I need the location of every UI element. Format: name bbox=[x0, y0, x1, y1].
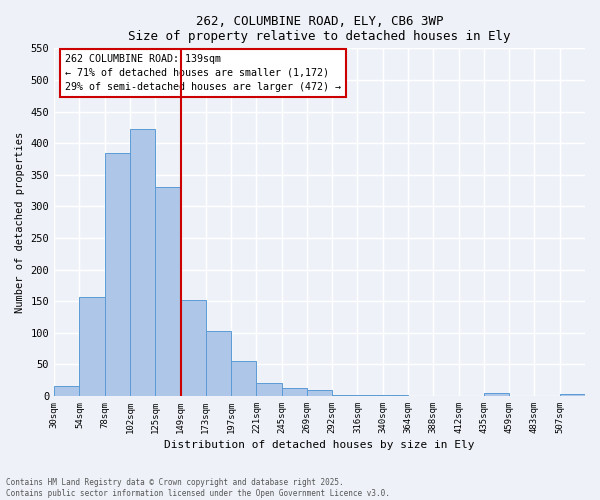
Bar bbox=[130, 129, 155, 396]
Bar bbox=[281, 388, 307, 396]
Y-axis label: Number of detached properties: Number of detached properties bbox=[15, 132, 25, 313]
Text: 262 COLUMBINE ROAD: 139sqm
← 71% of detached houses are smaller (1,172)
29% of s: 262 COLUMBINE ROAD: 139sqm ← 71% of deta… bbox=[65, 54, 341, 92]
Text: Contains HM Land Registry data © Crown copyright and database right 2025.
Contai: Contains HM Land Registry data © Crown c… bbox=[6, 478, 390, 498]
Bar bbox=[79, 296, 105, 396]
X-axis label: Distribution of detached houses by size in Ely: Distribution of detached houses by size … bbox=[164, 440, 475, 450]
Bar bbox=[307, 390, 332, 396]
Bar bbox=[256, 384, 281, 396]
Bar bbox=[560, 394, 585, 396]
Title: 262, COLUMBINE ROAD, ELY, CB6 3WP
Size of property relative to detached houses i: 262, COLUMBINE ROAD, ELY, CB6 3WP Size o… bbox=[128, 15, 511, 43]
Bar bbox=[484, 393, 509, 396]
Bar bbox=[105, 152, 130, 396]
Bar bbox=[206, 332, 231, 396]
Bar bbox=[181, 300, 206, 396]
Bar bbox=[231, 361, 256, 396]
Bar bbox=[155, 188, 181, 396]
Bar bbox=[54, 386, 79, 396]
Bar bbox=[332, 394, 358, 396]
